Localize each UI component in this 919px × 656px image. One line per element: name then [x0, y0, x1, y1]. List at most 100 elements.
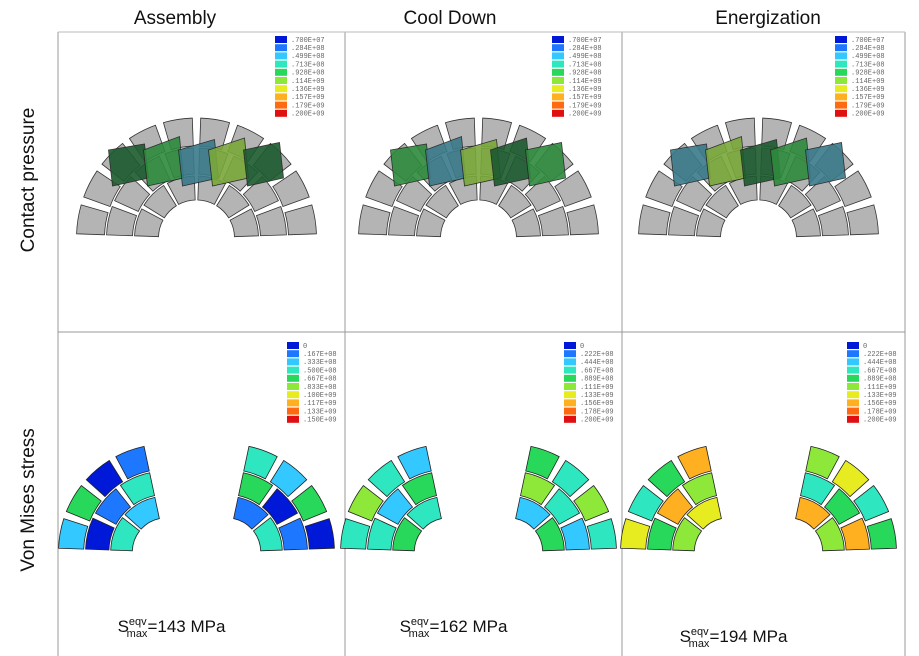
stress-block — [348, 486, 383, 521]
legend-swatch — [552, 52, 564, 59]
magnet-block — [256, 206, 286, 235]
stress-block — [86, 518, 115, 550]
legend-label: .713E+08 — [291, 61, 325, 69]
legend-label: 0 — [303, 343, 307, 351]
panel: .700E+07.284E+08.499E+08.713E+08.928E+08… — [359, 36, 602, 237]
contact-pressure-patch — [109, 144, 149, 186]
panel: .700E+07.284E+08.499E+08.713E+08.928E+08… — [77, 36, 325, 237]
legend-swatch — [564, 342, 576, 349]
legend-label: .114E+09 — [851, 78, 885, 86]
column-header: Assembly — [134, 8, 217, 29]
legend-label: .178E+09 — [580, 408, 614, 416]
legend-swatch — [275, 52, 287, 59]
legend-swatch — [847, 367, 859, 374]
column-header: Energization — [715, 8, 821, 29]
result-subscript: max — [689, 638, 710, 650]
legend-swatch — [275, 61, 287, 68]
legend-swatch — [835, 36, 847, 43]
figure: AssemblyCool DownEnergizationContact pre… — [0, 0, 919, 656]
legend-swatch — [552, 85, 564, 92]
stress-block — [824, 489, 859, 525]
legend-label: 0 — [580, 343, 584, 351]
stress-block — [59, 519, 88, 549]
magnet-block — [77, 205, 108, 235]
legend-swatch — [564, 367, 576, 374]
legend-label: .889E+08 — [863, 376, 897, 384]
legend-swatch — [847, 408, 859, 415]
result-subscript: max — [409, 628, 430, 640]
legend-label: .889E+08 — [580, 376, 614, 384]
legend-swatch — [552, 44, 564, 51]
legend-label: .928E+08 — [568, 70, 602, 78]
contact-pressure-patch — [391, 144, 431, 186]
legend-swatch — [287, 375, 299, 382]
legend-swatch — [275, 102, 287, 109]
stress-block — [574, 486, 609, 521]
legend-label: .667E+08 — [863, 367, 897, 375]
legend-swatch — [835, 69, 847, 76]
stress-block — [561, 518, 590, 550]
legend-label: .100E+09 — [303, 392, 337, 400]
legend-swatch — [275, 85, 287, 92]
legend-swatch — [287, 391, 299, 398]
legend-label: .667E+08 — [303, 376, 337, 384]
legend-swatch — [552, 110, 564, 117]
contact-pressure-patch — [526, 143, 566, 187]
legend-label: .444E+08 — [863, 359, 897, 367]
panel: .700E+07.284E+08.499E+08.713E+08.928E+08… — [639, 36, 885, 237]
legend-swatch — [287, 350, 299, 357]
stress-block — [628, 486, 663, 521]
result-superscript: eqv — [129, 616, 147, 628]
legend-swatch — [552, 61, 564, 68]
legend-label: .157E+09 — [851, 94, 885, 102]
result-text: =162 MPa — [429, 617, 508, 636]
legend-label: .133E+09 — [580, 392, 614, 400]
legend-label: .156E+09 — [580, 400, 614, 408]
legend-label: .200E+09 — [851, 111, 885, 119]
legend-label: .700E+07 — [851, 37, 885, 45]
legend-swatch — [847, 416, 859, 423]
legend-label: .157E+09 — [291, 94, 325, 102]
legend-swatch — [847, 350, 859, 357]
stress-block — [292, 486, 327, 521]
legend-label: 0 — [863, 343, 867, 351]
result-subscript: max — [127, 628, 148, 640]
legend-swatch — [287, 408, 299, 415]
stress-block — [648, 518, 677, 550]
magnet-block — [389, 206, 419, 235]
stress-block — [305, 519, 334, 549]
stress-block — [854, 486, 889, 521]
stress-block — [657, 489, 692, 525]
stress-block — [841, 518, 870, 550]
result-superscript: eqv — [691, 626, 709, 638]
magnet-block — [639, 205, 670, 235]
magnet-block — [285, 205, 316, 235]
legend-swatch — [835, 102, 847, 109]
legend-label: .150E+09 — [303, 417, 337, 425]
row-header: Von Mises stress — [18, 428, 39, 572]
stress-block — [279, 518, 308, 550]
stress-block — [262, 489, 297, 525]
stress-block — [544, 489, 579, 525]
row-header: Contact pressure — [18, 108, 39, 253]
magnet-block — [107, 206, 137, 235]
legend-swatch — [275, 44, 287, 51]
legend-label: .114E+09 — [568, 78, 602, 86]
legend-swatch — [287, 367, 299, 374]
legend-swatch — [847, 391, 859, 398]
legend-swatch — [847, 375, 859, 382]
stress-block — [587, 519, 616, 549]
magnet-block — [538, 206, 568, 235]
legend-swatch — [287, 358, 299, 365]
legend-label: .928E+08 — [851, 70, 885, 78]
legend-label: .111E+09 — [863, 384, 897, 392]
legend-swatch — [564, 383, 576, 390]
result-annotation: Seqvmax=162 MPa — [400, 616, 508, 640]
legend-swatch — [564, 416, 576, 423]
legend-label: .284E+08 — [291, 45, 325, 53]
legend-swatch — [287, 399, 299, 406]
stress-block — [95, 489, 130, 525]
legend-swatch — [275, 77, 287, 84]
